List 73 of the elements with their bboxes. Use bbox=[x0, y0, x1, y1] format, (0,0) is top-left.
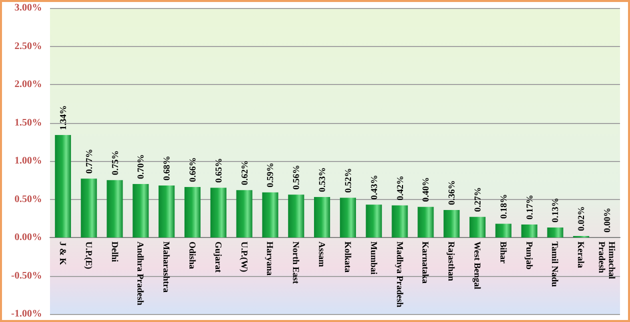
y-tick-label: 3.00% bbox=[14, 2, 42, 14]
data-label: 0.59% bbox=[265, 162, 276, 188]
data-label: 0.36% bbox=[446, 180, 457, 205]
bar bbox=[521, 224, 538, 238]
bar bbox=[366, 204, 382, 238]
x-tick-label: Gujarat bbox=[213, 242, 224, 272]
x-tick-label: Maharashtra bbox=[162, 242, 172, 293]
bar bbox=[288, 194, 304, 238]
data-label: 0.52% bbox=[342, 168, 353, 193]
bar bbox=[392, 205, 408, 238]
y-tick-label: 1.00% bbox=[14, 156, 42, 166]
y-tick-label: -0.50% bbox=[11, 270, 42, 282]
x-tick-label: Bihar bbox=[498, 242, 508, 264]
data-label: 0.56% bbox=[291, 164, 302, 190]
x-tick-label: West Bengal bbox=[472, 242, 482, 290]
bar bbox=[158, 185, 175, 238]
data-label: 0.65% bbox=[213, 158, 224, 183]
bar bbox=[547, 228, 564, 238]
bar bbox=[495, 224, 512, 238]
x-tick-label: Kolkata bbox=[342, 242, 353, 274]
bar bbox=[54, 134, 71, 238]
x-tick-label: Odisha bbox=[188, 242, 198, 270]
data-label: 0.68% bbox=[162, 156, 172, 180]
x-tick-label: Assam bbox=[317, 242, 328, 268]
data-label: 0.18% bbox=[498, 194, 508, 219]
data-label: 0.75% bbox=[110, 150, 120, 176]
x-tick-label: Mumbai bbox=[368, 242, 379, 275]
x-tick-label: U.P.(E) bbox=[84, 242, 94, 270]
x-tick-label: J & K bbox=[58, 242, 68, 265]
data-label: 0.13% bbox=[550, 198, 560, 223]
bar bbox=[236, 190, 252, 238]
x-tick-label: Haryana bbox=[265, 242, 276, 276]
data-label: 0.27% bbox=[472, 187, 482, 212]
x-tick-label: Kerala bbox=[576, 242, 586, 268]
y-tick-label: 0.00% bbox=[14, 232, 42, 243]
x-tick-label: U.P.(W) bbox=[239, 242, 250, 272]
x-tick-label: Madhya Pradesh bbox=[394, 242, 405, 308]
bar bbox=[184, 187, 201, 238]
y-tick-label: 1.50% bbox=[14, 117, 42, 128]
y-tick-label: 0.50% bbox=[14, 194, 42, 205]
data-label: 1.34% bbox=[58, 105, 68, 130]
bar bbox=[132, 184, 149, 238]
y-tick-label: 2.50% bbox=[14, 40, 42, 52]
data-label: 0.17% bbox=[524, 194, 534, 220]
x-tick-label: North East bbox=[291, 242, 302, 284]
data-label: 0.77% bbox=[84, 148, 94, 174]
x-tick-label: Karnataka bbox=[420, 242, 431, 284]
bar bbox=[210, 188, 226, 238]
bar bbox=[340, 198, 356, 238]
x-tick-label: Andhra Pradesh bbox=[136, 242, 146, 306]
data-label: 0.70% bbox=[136, 154, 146, 179]
data-label: 0.53% bbox=[317, 167, 328, 192]
bar bbox=[444, 210, 460, 238]
data-label: 0.66% bbox=[188, 157, 198, 182]
bar bbox=[80, 178, 97, 238]
data-label: 0.02% bbox=[576, 206, 586, 231]
data-label: 0.62% bbox=[239, 160, 250, 186]
bar bbox=[418, 206, 434, 238]
x-tick-label: Himachal Pradesh bbox=[597, 242, 618, 282]
y-tick-label: 2.00% bbox=[14, 79, 42, 90]
data-label: 0.40% bbox=[420, 177, 431, 202]
y-tick-label: -1.00% bbox=[11, 308, 42, 320]
data-label: 0.43% bbox=[368, 174, 379, 200]
bar bbox=[469, 216, 486, 238]
x-tick-label: Punjab bbox=[524, 242, 534, 270]
x-tick-label: Rajasthan bbox=[446, 242, 457, 282]
x-tick-label: Delhi bbox=[110, 242, 120, 262]
bar bbox=[262, 192, 278, 238]
data-label: 0.42% bbox=[394, 176, 405, 200]
bar bbox=[106, 180, 123, 238]
x-tick-label: Tamil Nadu bbox=[550, 242, 560, 287]
bar bbox=[314, 196, 330, 238]
data-label: 0.00% bbox=[602, 208, 612, 232]
